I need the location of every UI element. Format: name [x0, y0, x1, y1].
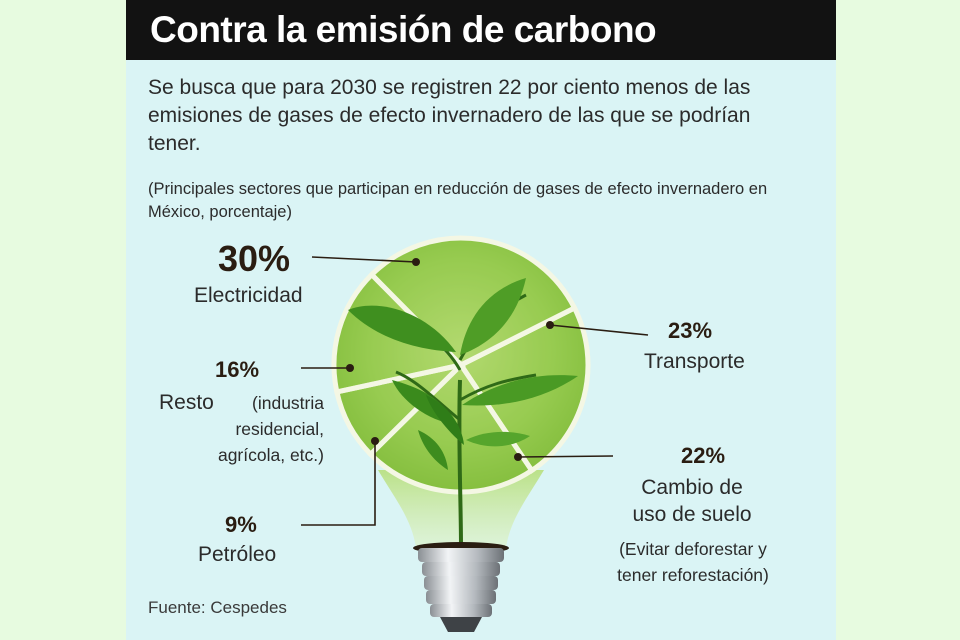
source-note: Fuente: Cespedes — [148, 598, 287, 617]
chart-note: (Principales sectores que participan en … — [148, 180, 768, 221]
transporte-value: 23% — [668, 318, 713, 343]
electricidad-label: Electricidad — [194, 284, 303, 307]
leader-lines — [301, 256, 649, 526]
infographic-panel: Contra la emisión de carbono Se busca qu… — [126, 0, 836, 640]
resto-label: Resto — [159, 391, 214, 414]
petroleo-value: 9% — [225, 512, 257, 537]
bulb-base — [418, 548, 504, 632]
petroleo-label: Petróleo — [198, 543, 277, 566]
subtitle: Se busca que para 2030 se registren 22 p… — [148, 76, 751, 155]
page-title: Contra la emisión de carbono — [150, 9, 657, 50]
plant-icon — [348, 278, 578, 549]
resto-value: 16% — [215, 357, 260, 382]
leader-dots — [346, 258, 554, 461]
cambio-uso-suelo-value: 22% — [681, 443, 726, 468]
title-bar: Contra la emisión de carbono — [126, 0, 836, 60]
cambio-uso-suelo-detail: (Evitar deforestar y tener reforestación… — [617, 539, 769, 585]
transporte-label: Transporte — [644, 350, 745, 373]
electricidad-value: 30% — [218, 238, 291, 279]
resto-detail: (industria residencial, agrícola, etc.) — [217, 393, 324, 465]
cambio-uso-suelo-label: Cambio de uso de suelo — [632, 476, 752, 526]
bulb-pie-chart — [301, 235, 649, 632]
